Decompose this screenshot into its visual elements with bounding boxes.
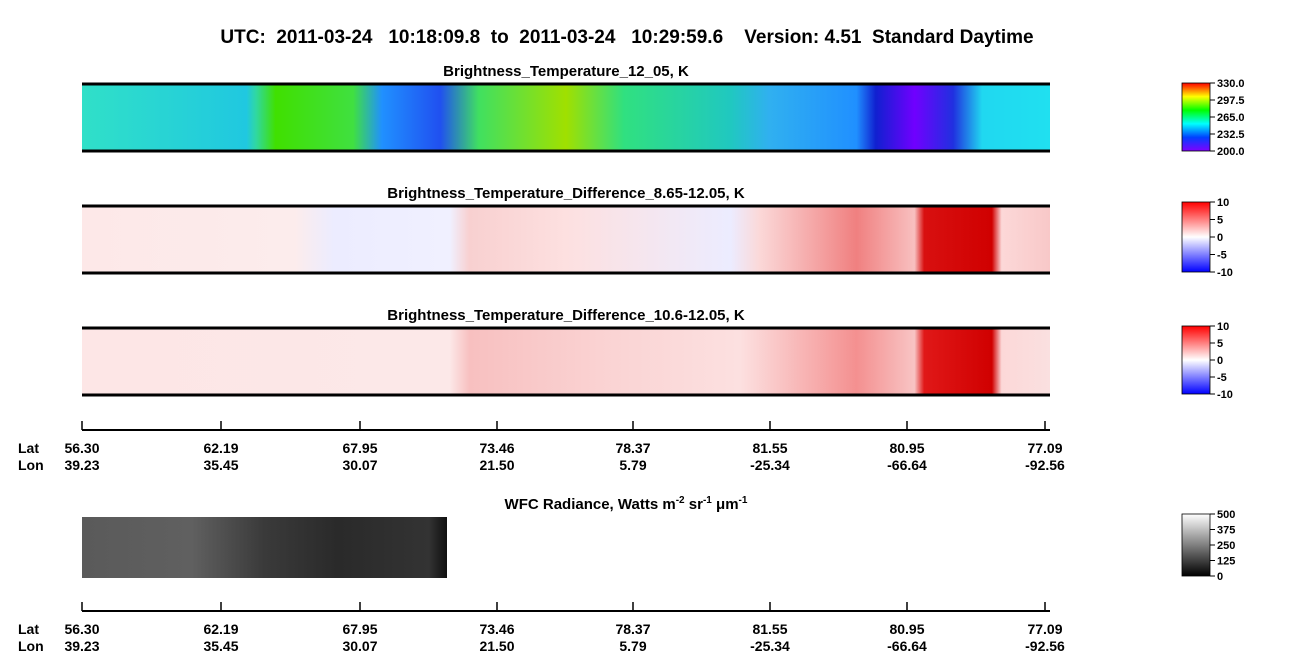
lat-label: 80.95 [889,440,924,456]
colorbar [1181,513,1211,577]
row-label: Lon [18,457,44,473]
colorbar-tick-label: 250 [1217,540,1235,552]
colorbar-tick-label: -10 [1217,267,1233,279]
image-strip [82,329,1050,394]
panel-title: Brightness_Temperature_Difference_10.6-1… [387,307,745,324]
colorbar-tick-label: 265.0 [1217,112,1245,124]
lon-label: 39.23 [64,457,99,473]
colorbar-tick-label: 330.0 [1217,78,1245,90]
lat-label: 78.37 [615,621,650,637]
title-part: sr [685,496,704,513]
colorbar-tick-label: 500 [1217,509,1235,521]
colorbar-tick-label: -5 [1217,250,1227,262]
colorbar-tick-label: 200.0 [1217,146,1245,158]
colorbar-tick-label: 375 [1217,525,1235,537]
colorbar-tick-label: 0 [1217,232,1223,244]
colorbar-tick-label: 0 [1217,355,1223,367]
lon-label: -25.34 [750,457,790,473]
lon-label: -66.64 [887,457,927,473]
lon-label: -92.56 [1025,638,1065,654]
row-label: Lat [18,621,39,637]
colorbar [1181,82,1211,152]
lat-label: 56.30 [64,621,99,637]
superscript: -1 [739,495,748,506]
image-strip [82,85,1050,150]
lat-label: 78.37 [615,440,650,456]
title-part: μm [712,496,739,513]
lat-label: 62.19 [203,621,238,637]
colorbar-tick-label: 10 [1217,321,1229,333]
lat-label: 81.55 [752,621,787,637]
colorbar-tick-label: -10 [1217,389,1233,401]
superscript: -1 [703,495,712,506]
lat-label: 77.09 [1027,440,1062,456]
panel-title: WFC Radiance, Watts m-2 sr-1 μm-1 [505,495,748,513]
page-title: UTC: 2011-03-24 10:18:09.8 to 2011-03-24… [220,27,1033,48]
lat-label: 67.95 [342,440,377,456]
panel-title: Brightness_Temperature_Difference_8.65-1… [387,185,745,202]
lon-label: 5.79 [619,457,646,473]
lat-label: 77.09 [1027,621,1062,637]
row-label: Lon [18,638,44,654]
lon-label: 39.23 [64,638,99,654]
lon-label: 30.07 [342,638,377,654]
image-strip [82,517,447,578]
title-part: WFC Radiance, Watts m [505,496,676,513]
colorbar-tick-label: 125 [1217,556,1235,568]
lon-label: 35.45 [203,638,238,654]
lat-label: 80.95 [889,621,924,637]
lon-label: -66.64 [887,638,927,654]
colorbar-tick-label: 297.5 [1217,95,1245,107]
lon-label: 21.50 [479,457,514,473]
lat-label: 81.55 [752,440,787,456]
lat-label: 73.46 [479,440,514,456]
colorbar-tick-label: 5 [1217,215,1223,227]
superscript: -2 [676,495,685,506]
lat-label: 62.19 [203,440,238,456]
lon-label: 30.07 [342,457,377,473]
row-label: Lat [18,440,39,456]
colorbar [1181,201,1211,273]
colorbar-tick-label: 0 [1217,571,1223,583]
colorbar-tick-label: 10 [1217,197,1229,209]
lat-label: 56.30 [64,440,99,456]
lat-label: 67.95 [342,621,377,637]
colorbar-tick-label: -5 [1217,372,1227,384]
lon-label: 21.50 [479,638,514,654]
image-strip [82,207,1050,272]
lon-label: 5.79 [619,638,646,654]
lon-label: -25.34 [750,638,790,654]
lat-label: 73.46 [479,621,514,637]
colorbar-tick-label: 5 [1217,338,1223,350]
lon-label: -92.56 [1025,457,1065,473]
colorbar [1181,325,1211,395]
panel-title: Brightness_Temperature_12_05, K [443,63,689,80]
lon-label: 35.45 [203,457,238,473]
colorbar-tick-label: 232.5 [1217,129,1245,141]
